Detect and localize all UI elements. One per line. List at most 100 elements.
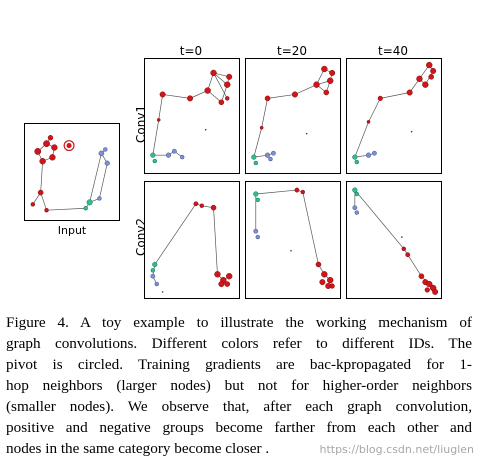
node [271,150,276,156]
node [428,74,434,80]
node [422,81,429,88]
node [199,203,204,208]
node [86,199,93,206]
node [226,73,233,80]
node [103,147,108,152]
node [187,95,194,102]
node [34,148,42,155]
watermark: https://blog.csdn.net/liuglen [319,443,474,456]
node [406,89,413,96]
node [224,281,231,287]
node [264,152,271,158]
node [401,246,406,252]
graph-conv2-t20 [253,187,335,290]
node [321,271,328,278]
node [210,69,217,77]
graph-conv1-t0 [150,69,233,164]
node [150,152,156,158]
node [268,156,273,162]
node [329,283,335,289]
node [426,61,433,69]
node [354,210,359,215]
node [253,160,258,166]
node [47,135,54,141]
node [49,154,56,161]
node [83,206,88,211]
panel-conv1-t20 [245,58,341,174]
node [426,280,433,288]
node [150,273,156,279]
node [218,99,225,106]
node [251,154,257,160]
node [255,197,260,203]
caption-line: pivot is circled. Training gradients are… [6,356,472,373]
node [37,189,44,196]
node [204,128,207,131]
node [225,96,230,101]
node [259,125,264,130]
pivot-node [66,143,72,149]
node [430,67,437,74]
node [323,89,330,96]
node [180,154,185,160]
node [224,81,231,88]
graph-conv1-t40 [352,61,437,165]
node [365,152,372,158]
node [30,202,36,207]
node [305,132,308,135]
input-label: Input [57,224,87,237]
node [39,158,46,165]
input-graph [30,135,110,213]
node [171,148,177,154]
node [165,152,172,158]
node [327,276,334,284]
panel-conv1-t0 [144,58,240,174]
column-label-t0: t=0 [179,44,203,58]
node [253,191,259,197]
caption-line: (smaller nodes). We observe that, after … [6,398,472,415]
node [432,288,439,295]
node [226,273,233,280]
node [98,150,105,157]
node [352,205,358,211]
node [372,150,377,156]
node [264,95,271,102]
column-label-t40: t=40 [377,44,409,58]
graph-conv1-t20 [251,65,336,166]
caption-line: Figure 4. A toy example to illustrate th… [6,314,472,331]
node [51,144,58,151]
node [352,154,358,160]
graph-conv2-t0 [150,201,233,293]
node [204,87,211,94]
node [313,81,320,88]
node [253,228,259,234]
node [193,201,199,207]
node [104,160,110,166]
node [154,281,159,287]
node [354,159,359,165]
node [161,291,164,293]
node [291,91,298,98]
caption-line: positive and negative groups become fart… [6,419,472,436]
node [152,261,158,268]
node [150,268,156,273]
caption-line: hop neighbors (larger nodes) but not for… [6,377,472,394]
node [319,279,326,286]
graph-conv2-t40 [352,187,439,295]
caption-line: graph convolutions. Different colors ref… [6,335,472,352]
figure-caption: Figure 4. A toy example to illustrate th… [6,312,472,459]
node [294,187,300,193]
panel-conv2-t20 [245,181,341,299]
node [354,191,359,197]
node [290,249,292,252]
pivot-ring [63,140,75,152]
node [321,65,328,73]
node [218,281,225,288]
node [410,130,413,133]
node [377,95,383,101]
node [416,75,423,82]
node [43,140,50,147]
node [352,187,358,193]
node [214,271,221,278]
input-graph-panel [24,123,120,221]
